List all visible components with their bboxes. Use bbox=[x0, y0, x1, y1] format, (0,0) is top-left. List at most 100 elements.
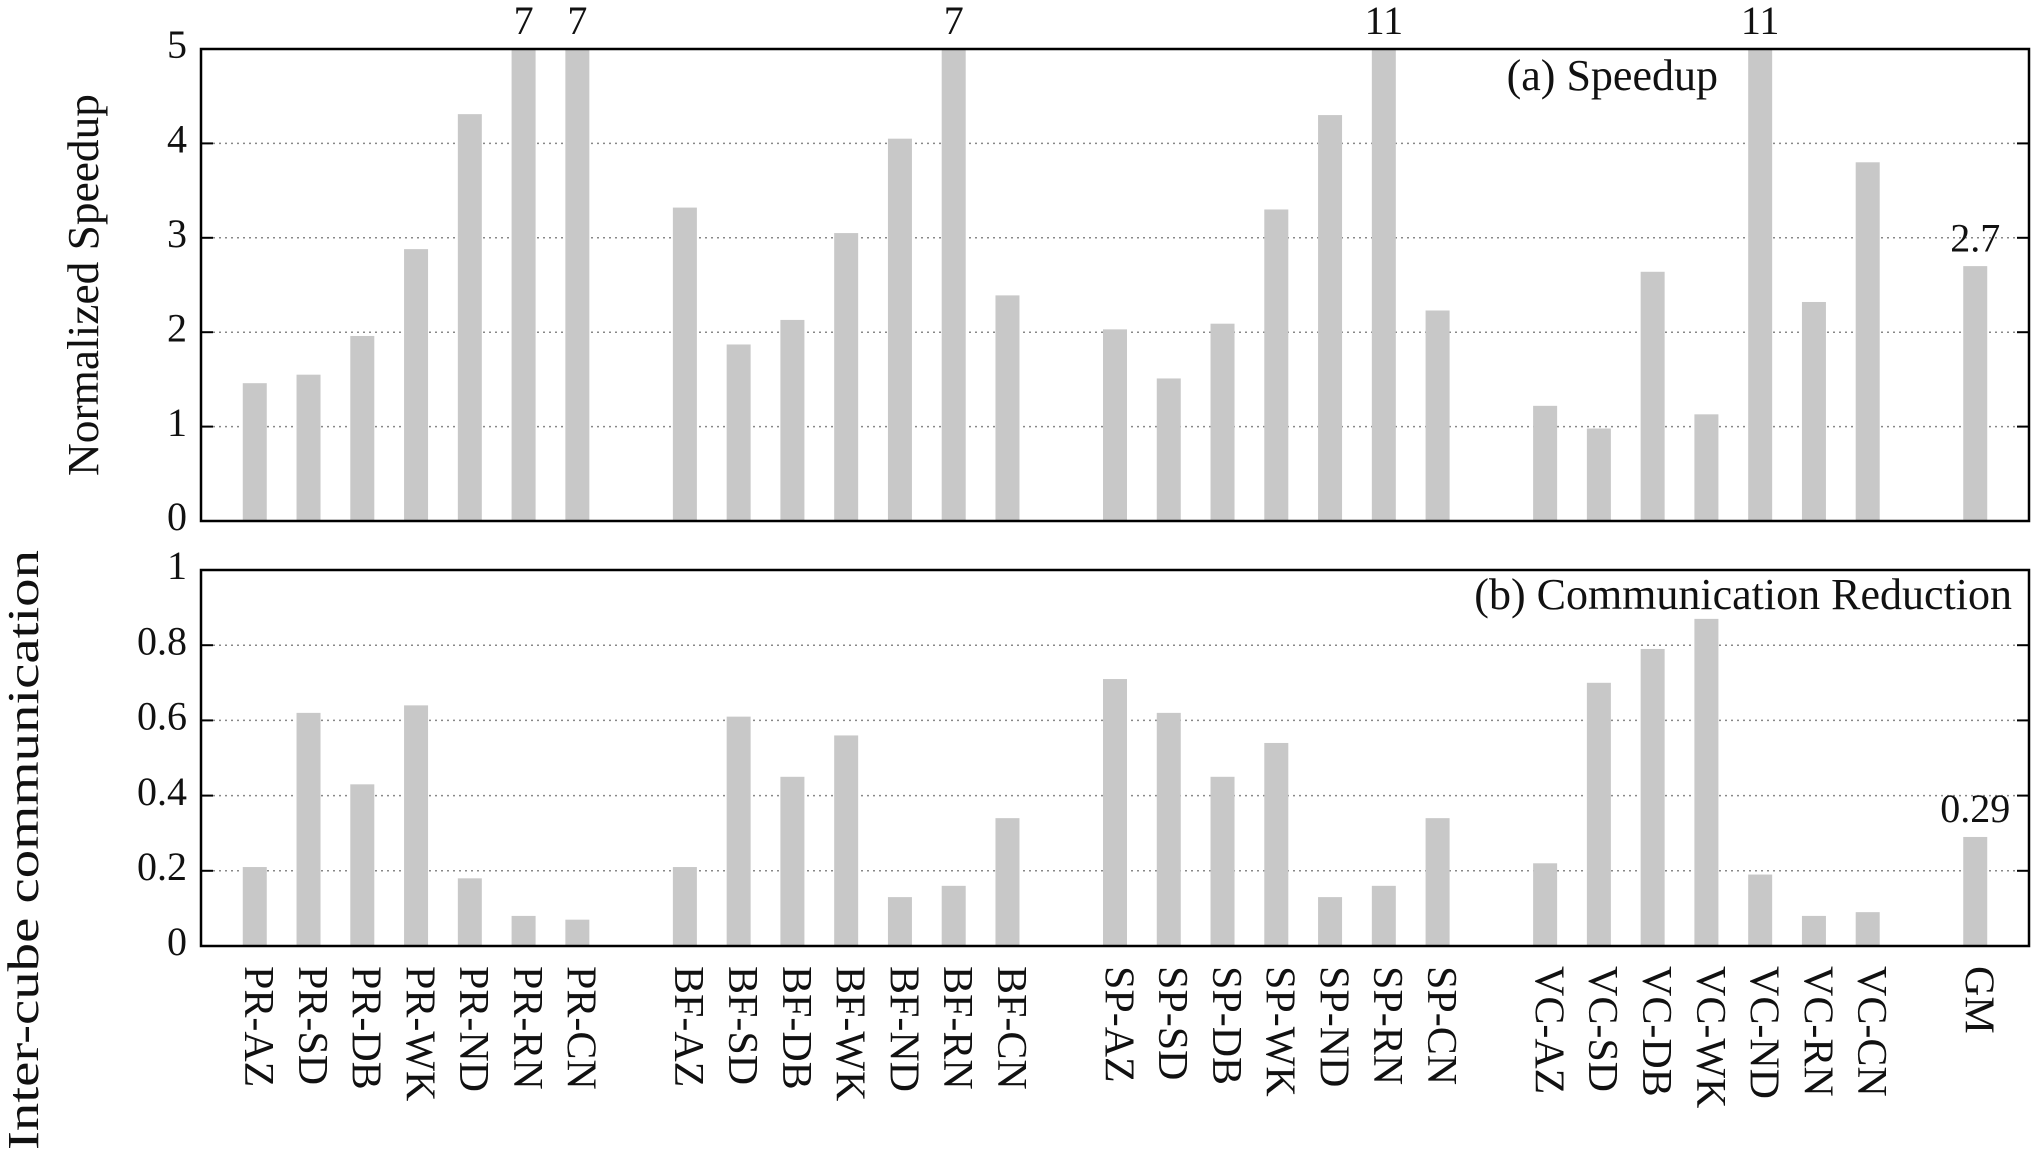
y-tick-label: 0.6 bbox=[137, 694, 187, 739]
bar bbox=[404, 705, 429, 946]
x-tick-label: SP-RN bbox=[1364, 966, 1410, 1085]
y-tick-label: 4 bbox=[167, 117, 187, 162]
y-tick-label: 2 bbox=[167, 305, 187, 350]
bar bbox=[1533, 405, 1558, 521]
annotation: (a) Speedup bbox=[1507, 51, 1718, 100]
y-tick-label: 1 bbox=[167, 400, 187, 445]
bar bbox=[1264, 209, 1289, 521]
x-tick-label: BF-WK bbox=[827, 966, 873, 1101]
bar bbox=[511, 49, 536, 521]
bar bbox=[887, 138, 912, 521]
value-label: 11 bbox=[1365, 0, 1404, 43]
y-tick-label: 3 bbox=[167, 211, 187, 256]
bar bbox=[242, 383, 267, 521]
x-tick-label: SP-ND bbox=[1310, 966, 1356, 1087]
bar bbox=[726, 716, 751, 946]
bar bbox=[672, 867, 697, 946]
x-tick-label: VC-SD bbox=[1579, 966, 1625, 1092]
x-tick-label: PR-WK bbox=[396, 966, 442, 1101]
x-tick-label: BF-CN bbox=[988, 966, 1034, 1090]
value-label: 0.29 bbox=[1940, 786, 2010, 831]
x-tick-label: BF-ND bbox=[880, 966, 926, 1092]
x-tick-label: SP-CN bbox=[1418, 966, 1464, 1085]
bar bbox=[457, 878, 482, 946]
bar bbox=[834, 735, 859, 946]
bar bbox=[941, 49, 966, 521]
bar bbox=[565, 919, 590, 946]
bar bbox=[780, 776, 805, 946]
y-tick-label: 0 bbox=[167, 919, 187, 964]
y-axis-label: Inter-cube communication bbox=[0, 550, 48, 1150]
y-tick-label: 0 bbox=[167, 494, 187, 539]
x-tick-label: GM bbox=[1956, 966, 2002, 1034]
bar bbox=[1586, 428, 1611, 521]
x-tick-label: PR-AZ bbox=[235, 966, 281, 1087]
bar bbox=[1640, 271, 1665, 521]
x-tick-label: VC-AZ bbox=[1525, 966, 1571, 1094]
bar bbox=[1318, 897, 1343, 946]
bar bbox=[1748, 874, 1773, 946]
value-label: 2.7 bbox=[1950, 215, 2000, 260]
bar bbox=[1533, 863, 1558, 946]
bar bbox=[1801, 301, 1826, 521]
x-tick-label: PR-DB bbox=[343, 966, 389, 1090]
bar bbox=[1210, 776, 1235, 946]
bar bbox=[1801, 915, 1826, 946]
bar bbox=[995, 818, 1020, 946]
bar bbox=[242, 867, 267, 946]
bar bbox=[1425, 310, 1450, 521]
x-tick-label: BF-DB bbox=[773, 966, 819, 1090]
x-tick-label: BF-AZ bbox=[665, 966, 711, 1087]
bar bbox=[350, 784, 375, 946]
bar bbox=[565, 49, 590, 521]
bar bbox=[941, 885, 966, 946]
y-tick-label: 0.8 bbox=[137, 618, 187, 663]
y-tick-label: 0.2 bbox=[137, 844, 187, 889]
y-tick-label: 5 bbox=[167, 22, 187, 67]
bar bbox=[1694, 618, 1719, 946]
x-tick-label: BF-RN bbox=[934, 966, 980, 1090]
bar bbox=[1640, 648, 1665, 946]
bar bbox=[834, 233, 859, 521]
annotation: (b) Communication Reduction bbox=[1474, 570, 2012, 619]
bar bbox=[1371, 885, 1396, 946]
bar bbox=[995, 295, 1020, 521]
y-tick-label: 1 bbox=[167, 543, 187, 588]
x-tick-label: PR-CN bbox=[558, 966, 604, 1090]
value-label: 7 bbox=[944, 0, 964, 43]
bar bbox=[1855, 912, 1880, 946]
bar bbox=[1586, 682, 1611, 946]
y-tick-label: 0.4 bbox=[137, 769, 187, 814]
x-tick-label: SP-SD bbox=[1149, 966, 1195, 1080]
bar bbox=[1318, 115, 1343, 521]
y-axis-label: Normalized Speedup bbox=[59, 94, 108, 476]
bar bbox=[1855, 162, 1880, 521]
bar bbox=[1103, 329, 1127, 521]
x-tick-label: PR-SD bbox=[289, 966, 335, 1085]
value-label: 7 bbox=[514, 0, 534, 43]
bar bbox=[1103, 679, 1127, 946]
x-tick-label: VC-RN bbox=[1794, 966, 1840, 1097]
x-tick-label: SP-AZ bbox=[1095, 966, 1141, 1083]
plot-frame bbox=[199, 47, 2031, 523]
value-label: 7 bbox=[567, 0, 587, 43]
x-tick-label: VC-WK bbox=[1687, 966, 1733, 1108]
bar bbox=[511, 915, 536, 946]
bar bbox=[1156, 378, 1181, 521]
bar bbox=[1963, 836, 1988, 946]
bar bbox=[1156, 712, 1181, 946]
bar bbox=[296, 374, 321, 521]
bar bbox=[887, 897, 912, 946]
bar bbox=[1748, 49, 1773, 521]
bar bbox=[404, 249, 429, 521]
bar bbox=[1694, 414, 1719, 521]
x-tick-label: SP-DB bbox=[1203, 966, 1249, 1085]
bar bbox=[1371, 49, 1396, 521]
bar bbox=[1264, 742, 1289, 946]
x-tick-label: PR-ND bbox=[450, 966, 496, 1092]
bar bbox=[1210, 323, 1235, 521]
bar bbox=[350, 335, 375, 521]
plot-frame bbox=[199, 568, 2031, 948]
x-tick-label: VC-DB bbox=[1633, 966, 1679, 1097]
